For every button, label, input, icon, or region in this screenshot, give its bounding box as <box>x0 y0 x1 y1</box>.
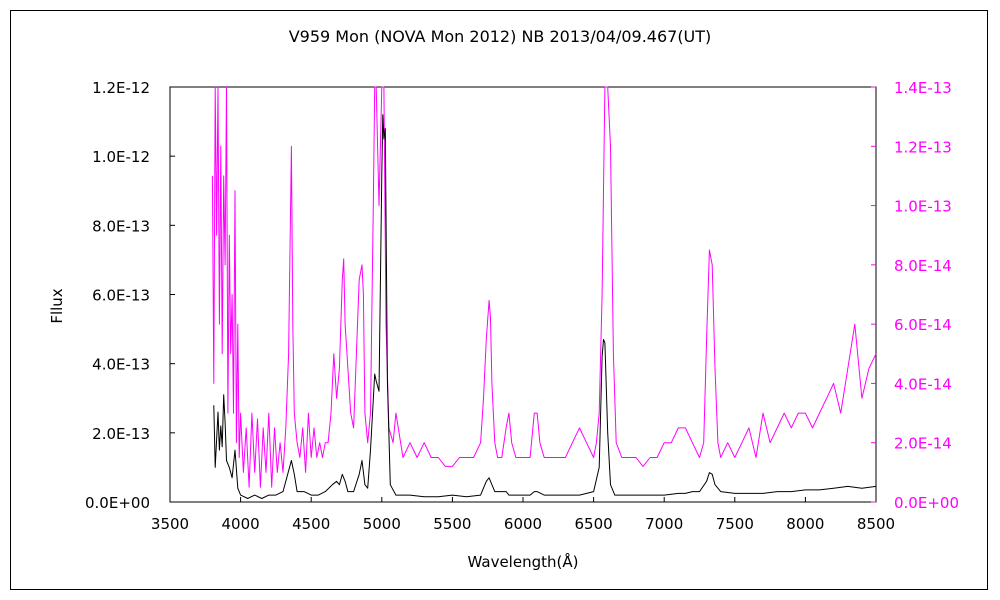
x-tick-label: 7500 <box>716 515 754 533</box>
x-tick-label: 4500 <box>292 515 330 533</box>
x-tick-label: 8500 <box>857 515 895 533</box>
y-right-tick-label: 4.0E-14 <box>894 375 952 393</box>
y-right-tick-label: 1.0E-13 <box>894 198 952 216</box>
y-left-tick-label: 1.2E-12 <box>92 79 150 97</box>
y-right-tick-label: 0.0E+00 <box>894 494 959 512</box>
y-left-tick-label: 8.0E-13 <box>92 217 150 235</box>
x-tick-label: 3500 <box>151 515 189 533</box>
y-axis-right-ticks: 0.0E+00 2.0E-14 4.0E-14 6.0E-14 8.0E-14 1.0E-… <box>871 79 959 512</box>
x-tick-label: 7000 <box>645 515 683 533</box>
y-axis-left-ticks: 0.0E+00 2.0E-13 4.0E-13 6.0E-13 8.0E-13 1.0E-… <box>85 79 175 512</box>
x-tick-label: 5000 <box>363 515 401 533</box>
y-left-tick-label: 2.0E-13 <box>92 425 150 443</box>
x-tick-label: 5500 <box>433 515 471 533</box>
series-layer <box>211 86 877 499</box>
y-right-tick-label: 8.0E-14 <box>894 257 952 275</box>
x-tick-label: 8000 <box>786 515 824 533</box>
chart-title: V959 Mon (NOVA Mon 2012) NB 2013/04/09.4… <box>289 27 712 46</box>
y-right-tick-label: 1.4E-13 <box>894 79 952 97</box>
y-left-tick-label: 1.0E-12 <box>92 148 150 166</box>
y-left-tick-label: 0.0E+00 <box>85 494 150 512</box>
y-left-tick-label: 4.0E-13 <box>92 356 150 374</box>
y-axis-label: Fllux <box>48 288 66 323</box>
series-line-magenta <box>211 86 877 488</box>
x-axis-label: Wavelength(Å) <box>468 552 579 571</box>
x-tick-label: 4000 <box>222 515 260 533</box>
y-right-tick-label: 2.0E-14 <box>894 435 952 453</box>
chart-frame <box>10 10 988 590</box>
y-right-tick-label: 6.0E-14 <box>894 316 952 334</box>
x-tick-label: 6000 <box>504 515 542 533</box>
plot-area <box>169 86 877 503</box>
y-right-tick-label: 1.2E-13 <box>894 138 952 156</box>
x-axis-ticks: 3500 4000 4500 5000 5500 6000 6500 7000 7500 8000… <box>151 497 895 533</box>
series-line-black <box>213 114 877 499</box>
x-tick-label: 6500 <box>575 515 613 533</box>
y-left-tick-label: 6.0E-13 <box>92 287 150 305</box>
